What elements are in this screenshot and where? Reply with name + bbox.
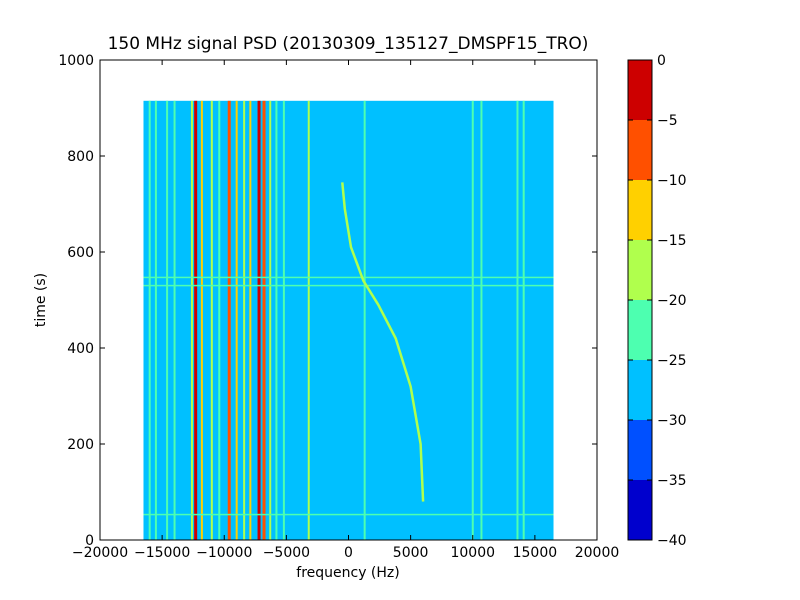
horizontal-signal-line (143, 284, 554, 287)
doppler-track (341, 182, 425, 502)
vertical-signal-line (227, 100, 231, 541)
y-tick-label: 200 (67, 437, 94, 453)
x-tick-label: −15000 (134, 545, 190, 561)
x-tick-label: 15000 (513, 545, 558, 561)
colorbar-segment (628, 300, 652, 360)
colorbar-tick-label: −20 (657, 293, 687, 309)
x-tick-label: 20000 (575, 545, 620, 561)
colorbar-tick-label: −5 (657, 113, 678, 129)
vertical-signal-line (522, 100, 525, 541)
vertical-signal-line (516, 100, 519, 541)
vertical-signal-line (200, 100, 203, 541)
horizontal-signal-line (143, 276, 554, 279)
colorbar-segment (628, 420, 652, 480)
y-tick-label: 600 (67, 245, 94, 261)
vertical-signal-line (275, 100, 278, 541)
colorbar-tick-label: −40 (657, 533, 687, 549)
colorbar-segment (628, 180, 652, 240)
spectrogram-background (143, 100, 554, 541)
colorbar-tick-label: −30 (657, 413, 687, 429)
x-tick-label: −20000 (72, 545, 128, 561)
colorbar: −40 −35 −30 −25 −20 −15 −10 −5 0 (627, 53, 687, 549)
x-tick-label: −10000 (196, 545, 252, 561)
vertical-signal-line (235, 100, 238, 541)
y-axis-label: time (s) (33, 273, 49, 327)
colorbar-tick-label: −10 (657, 173, 687, 189)
colorbar-segment (628, 120, 652, 180)
vertical-signal-line (210, 100, 213, 541)
x-tick-label: 10000 (450, 545, 495, 561)
vertical-signal-line (282, 100, 285, 541)
vertical-signal-line (243, 100, 246, 541)
colorbar-segment (628, 480, 652, 540)
vertical-signal-line (148, 100, 151, 541)
y-tick-label: 0 (85, 533, 94, 549)
vertical-signal-line (471, 100, 474, 541)
x-tick-label: 5000 (393, 545, 429, 561)
colorbar-segment (628, 360, 652, 420)
y-tick-label: 400 (67, 341, 94, 357)
y-tick-label: 1000 (58, 53, 94, 69)
vertical-signal-line (257, 100, 261, 541)
vertical-signal-line (480, 100, 483, 541)
vertical-signal-line (262, 100, 266, 541)
colorbar-tick-label: −35 (657, 473, 687, 489)
y-tick-label: 800 (67, 149, 94, 165)
vertical-signal-line (363, 100, 366, 541)
vertical-signal-line (154, 100, 157, 541)
x-axis: −20000 −15000 −10000 −5000 0 5000 10000 15000 20… (72, 60, 619, 561)
vertical-signal-line (173, 100, 176, 541)
colorbar-segment (628, 240, 652, 300)
vertical-signal-line (190, 100, 193, 541)
vertical-signal-line (249, 100, 252, 541)
x-tick-label: −5000 (263, 545, 310, 561)
vertical-signal-line (194, 100, 198, 541)
x-axis-label: frequency (Hz) (296, 565, 399, 581)
vertical-signal-line (307, 100, 310, 541)
y-axis: 0 200 400 600 800 1000 (58, 53, 597, 549)
horizontal-signal-line (143, 513, 554, 516)
colorbar-tick-label: 0 (657, 53, 666, 69)
colorbar-tick-label: −15 (657, 233, 687, 249)
vertical-signal-line (269, 100, 272, 541)
spectrogram-area (143, 100, 554, 541)
colorbar-tick-label: −25 (657, 353, 687, 369)
chart-title: 150 MHz signal PSD (20130309_135127_DMSP… (108, 34, 589, 54)
vertical-signal-line (166, 100, 169, 541)
x-tick-label: 0 (344, 545, 353, 561)
vertical-signal-line (218, 100, 221, 541)
colorbar-segment (628, 60, 652, 120)
